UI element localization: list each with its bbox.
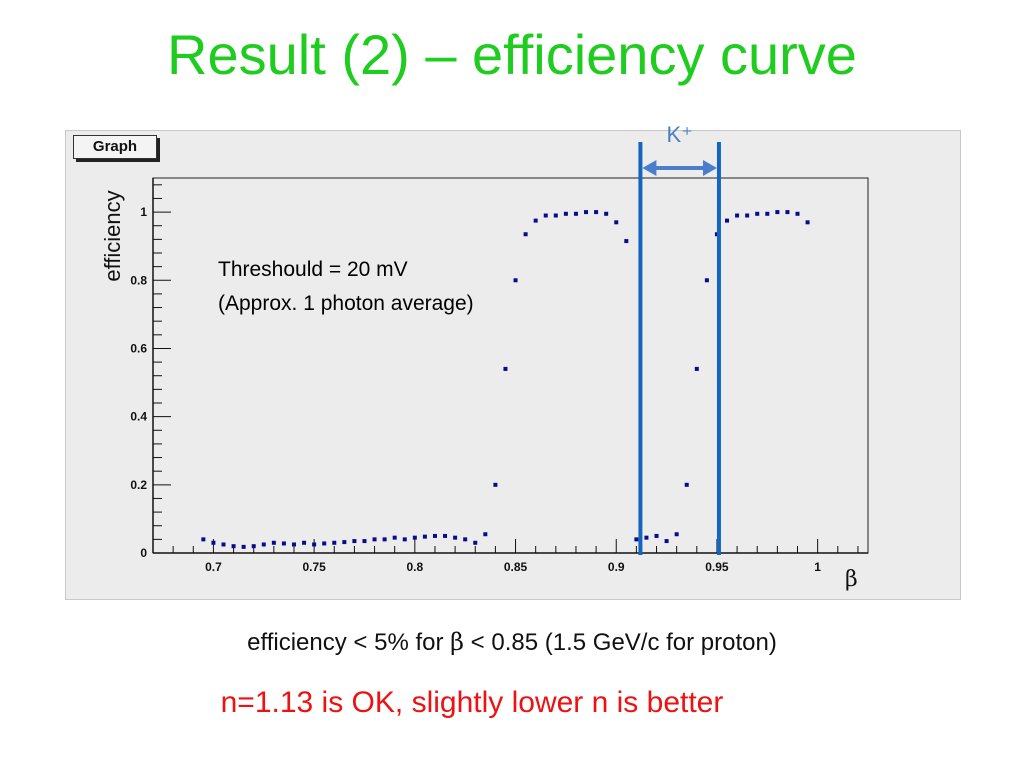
data-point [725,218,730,223]
data-point [694,366,699,371]
threshold-annotation: Threshould = 20 mV [218,258,408,281]
data-point [473,540,478,545]
conclusion-text: n=1.13 is OK, slightly lower n is better [220,686,724,719]
x-axis-label: β [845,567,858,592]
y-tick-label: 1 [140,205,147,219]
data-point [624,239,629,244]
data-point [211,540,216,545]
data-point [775,210,780,215]
graph-tag[interactable]: Graph [73,135,157,159]
y-tick-label: 0 [140,546,147,560]
data-point [584,210,589,215]
x-tick-label: 0.95 [705,560,729,574]
data-point [231,544,236,549]
data-point [795,211,800,216]
data-point [523,232,528,237]
data-point [735,213,740,218]
data-point [422,534,427,539]
data-point [765,211,770,216]
data-point [805,220,810,225]
data-point [402,537,407,542]
data-point [755,211,760,216]
data-point [563,211,568,216]
x-tick-label: 0.8 [406,560,423,574]
data-point [573,211,578,216]
caption-suffix: < 0.85 (1.5 GeV/c for proton) [464,629,777,656]
band-label: K⁺ [667,122,693,147]
data-point [221,542,226,547]
band-arrow-left-head [642,160,657,176]
data-point [704,278,709,283]
data-point [634,537,639,542]
data-point [453,535,458,540]
data-point [281,541,286,546]
data-point [714,232,719,237]
plot-area-frame [152,177,869,554]
data-point [412,535,417,540]
data-point [251,544,256,549]
data-point [382,537,387,542]
x-tick-label: 0.85 [504,560,528,574]
data-point [503,366,508,371]
data-point [261,542,266,547]
data-point [372,537,377,542]
data-point [312,542,317,547]
y-axis-label: efficiency [100,190,125,281]
data-point [342,540,347,545]
data-point [664,539,669,544]
data-point [392,535,397,540]
data-point [745,213,750,218]
data-point [362,539,367,544]
data-point [432,533,437,538]
data-point [463,537,468,542]
x-tick-label: 0.9 [608,560,625,574]
data-point [785,210,790,215]
data-point [271,540,276,545]
data-point [543,213,548,218]
caption-prefix: efficiency < 5% for [247,629,451,656]
plot-frame [65,130,961,600]
y-tick-label: 0.4 [130,410,147,424]
data-point [513,278,518,283]
data-point [614,220,619,225]
efficiency-caption: efficiency < 5% for β < 0.85 (1.5 GeV/c … [0,628,1024,657]
data-point [443,533,448,538]
data-point [654,533,659,538]
x-tick-label: 0.75 [302,560,326,574]
data-point [674,532,679,537]
y-tick-label: 0.2 [130,478,147,492]
y-tick-label: 0.8 [130,273,147,287]
data-point [302,540,307,545]
data-point [201,537,206,542]
data-point [684,482,689,487]
band-arrow-right-head [702,160,717,176]
data-point [553,213,558,218]
data-point [594,210,599,215]
data-point [493,482,498,487]
data-point [533,218,538,223]
data-point [291,542,296,547]
data-point [644,535,649,540]
data-point [483,532,488,537]
data-point [604,211,609,216]
slide-title: Result (2) – efficiency curve [167,23,857,86]
x-tick-label: 1 [814,560,821,574]
x-tick-label: 0.7 [205,560,222,574]
data-point [352,539,357,544]
photon-annotation: (Approx. 1 photon average) [218,292,474,315]
y-tick-label: 0.6 [130,341,147,355]
data-point [322,541,327,546]
data-point [241,544,246,549]
caption-beta-symbol: β [450,628,465,656]
data-point [332,540,337,545]
